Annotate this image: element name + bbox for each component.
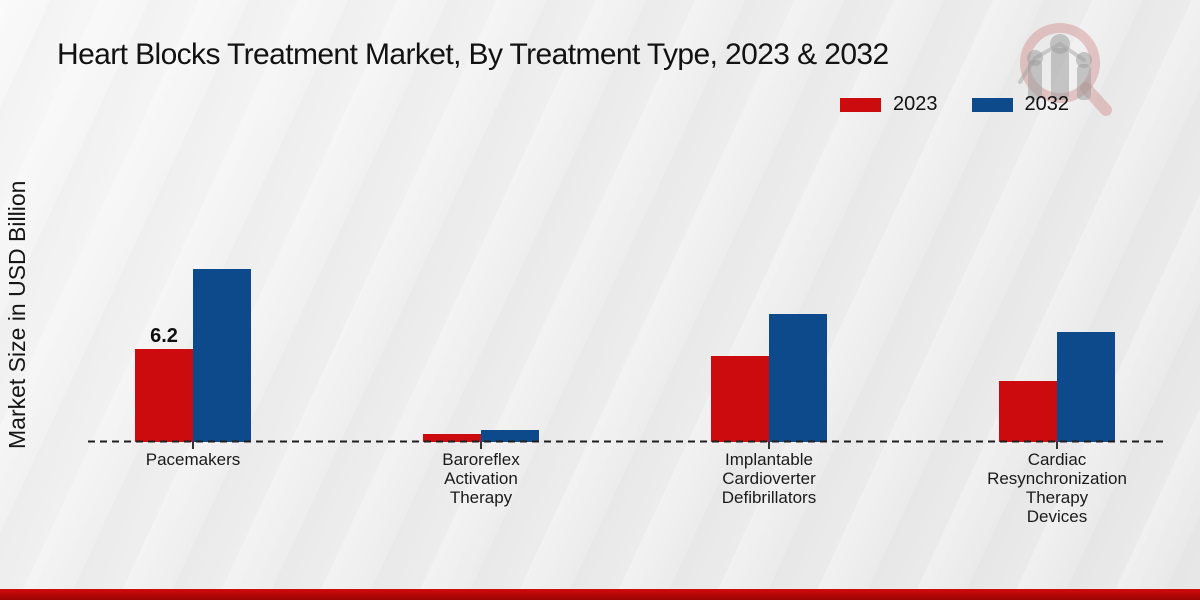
category-label: Cardiac Resynchronization Therapy Device… <box>987 450 1127 526</box>
legend-item-2032: 2032 <box>971 93 1070 116</box>
x-axis-tick <box>480 442 482 449</box>
legend-swatch-2023 <box>840 97 881 112</box>
bar-2023-1 <box>423 434 481 442</box>
magnifier-bar-chart-logo-watermark-icon <box>1018 23 1112 116</box>
bar-value-label: 6.2 <box>150 325 178 347</box>
bar-2032-3 <box>1057 332 1115 442</box>
zero-baseline-dashed-line <box>88 440 1166 443</box>
x-axis-tick <box>1056 442 1058 449</box>
category-label: Implantable Cardioverter Defibrillators <box>721 450 817 507</box>
category-label: Baroreflex Activation Therapy <box>442 450 520 507</box>
legend-swatch-2032 <box>971 97 1013 112</box>
y-axis-label: Market Size in USD Billion <box>4 180 30 450</box>
x-axis-tick <box>768 442 770 449</box>
x-axis-tick <box>192 442 194 449</box>
page-title: Heart Blocks Treatment Market, By Treatm… <box>57 38 889 71</box>
bar-2032-1 <box>481 430 539 442</box>
bar-2023-0 <box>135 349 193 442</box>
footer-accent-bar <box>0 589 1200 600</box>
legend-label-2023: 2023 <box>893 93 938 115</box>
category-label: Pacemakers <box>145 450 241 469</box>
legend-label-2032: 2032 <box>1024 93 1070 115</box>
legend-item-2023: 2023 <box>840 93 938 116</box>
bar-2032-2 <box>769 314 827 442</box>
bar-2023-2 <box>711 356 769 442</box>
legend: 2023 2032 <box>840 93 1069 116</box>
bar-2032-0 <box>193 269 251 442</box>
bar-2023-3 <box>999 381 1057 442</box>
